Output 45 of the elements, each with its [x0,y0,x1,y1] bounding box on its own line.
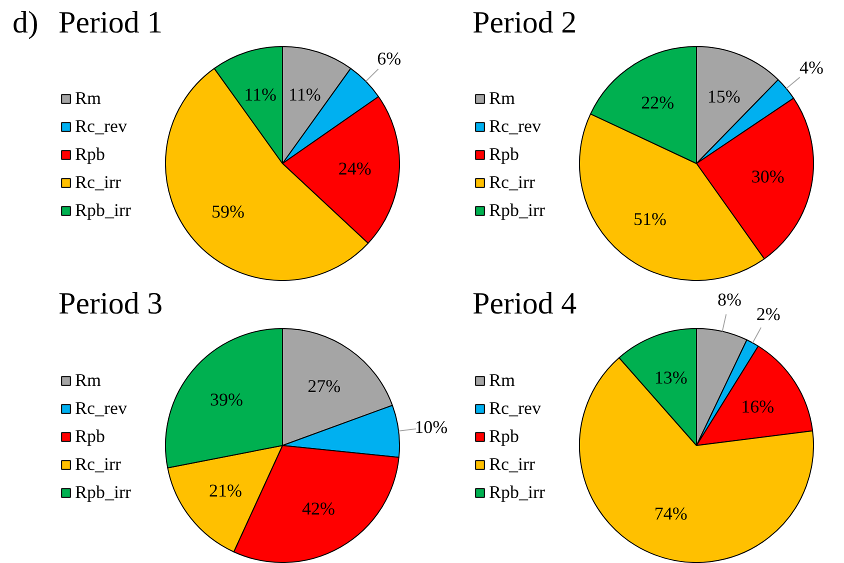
legend-label: Rpb [489,426,520,447]
legend-label: Rpb [75,144,106,165]
data-label: 8% [718,289,742,310]
chart-title: Period 1 [58,4,163,40]
data-label: 59% [212,201,245,222]
legend-label: Rc_irr [75,172,121,193]
data-label: 6% [377,48,402,68]
legend-label: Rpb_irr [75,482,131,503]
legend-label: Rpb_irr [75,200,131,221]
legend-label: Rc_irr [489,172,535,193]
chart-title: Period 2 [472,4,577,40]
legend-label: Rc_rev [489,398,541,419]
chart-title: Period 3 [58,286,163,320]
data-label: 30% [751,166,784,187]
data-label: 51% [634,209,667,230]
legend-label: Rc_irr [75,454,121,475]
legend-label: Rpb_irr [489,482,545,503]
data-label: 74% [654,503,688,524]
data-label: 11% [288,84,321,104]
data-label: 2% [756,304,780,324]
data-label: 22% [641,92,674,112]
data-label: 42% [302,498,336,518]
data-label: 15% [707,86,740,106]
data-label: 24% [338,158,372,179]
data-label: 27% [308,376,341,396]
legend-label: Rc_rev [75,116,127,137]
text: d) [12,4,38,40]
chart-title: Period 4 [472,286,578,320]
legend-label: Rc_rev [489,116,541,137]
legend-label: Rpb [489,144,520,165]
legend-label: Rc_irr [489,454,535,475]
data-label: 39% [210,389,244,410]
legend-label: Rm [75,370,102,391]
data-label: 16% [741,396,774,416]
legend-label: Rm [489,88,516,109]
legend-label: Rpb [75,426,106,447]
data-label: 21% [209,480,242,500]
legend-label: Rc_rev [75,398,127,419]
data-label: 4% [800,58,824,78]
data-label: 11% [244,84,276,104]
data-label: 13% [654,368,688,388]
legend-label: Rm [75,88,102,109]
data-label: 10% [414,416,448,437]
legend-label: Rpb_irr [489,200,545,221]
legend-label: Rm [489,370,516,391]
